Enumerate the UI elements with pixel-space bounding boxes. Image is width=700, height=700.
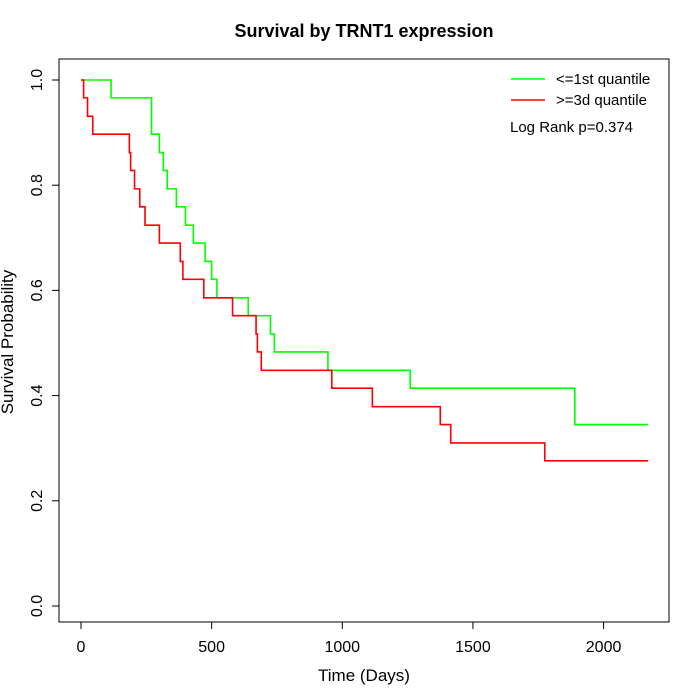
y-tick-label: 0.0 [29,595,46,617]
y-tick-label: 0.2 [29,490,46,512]
x-tick-label: 0 [77,639,86,656]
y-tick-label: 1.0 [29,69,46,91]
legend: <=1st quantile >=3d quantile [511,71,650,109]
x-axis: 0 500 1000 1500 2000 [77,621,622,656]
x-tick-label: 500 [198,639,225,656]
y-axis: 0.0 0.2 0.4 0.6 0.8 1.0 [29,69,60,617]
log-rank-annotation: Log Rank p=0.374 [510,119,633,136]
y-tick-label: 0.8 [29,174,46,196]
y-tick-label: 0.4 [29,384,46,406]
x-axis-label: Time (Days) [318,666,410,685]
x-tick-label: 1500 [455,639,491,656]
y-tick-label: 0.6 [29,279,46,301]
y-axis-label: Survival Probability [0,269,17,414]
legend-label: <=1st quantile [556,71,650,88]
survival-curve-low [81,79,648,426]
survival-curve-high [81,79,648,462]
series-layer [81,79,648,462]
chart-title: Survival by TRNT1 expression [234,21,493,41]
plot-area-frame [58,58,670,623]
x-tick-label: 2000 [586,639,622,656]
legend-label: >=3d quantile [556,92,647,109]
x-tick-label: 1000 [324,639,360,656]
